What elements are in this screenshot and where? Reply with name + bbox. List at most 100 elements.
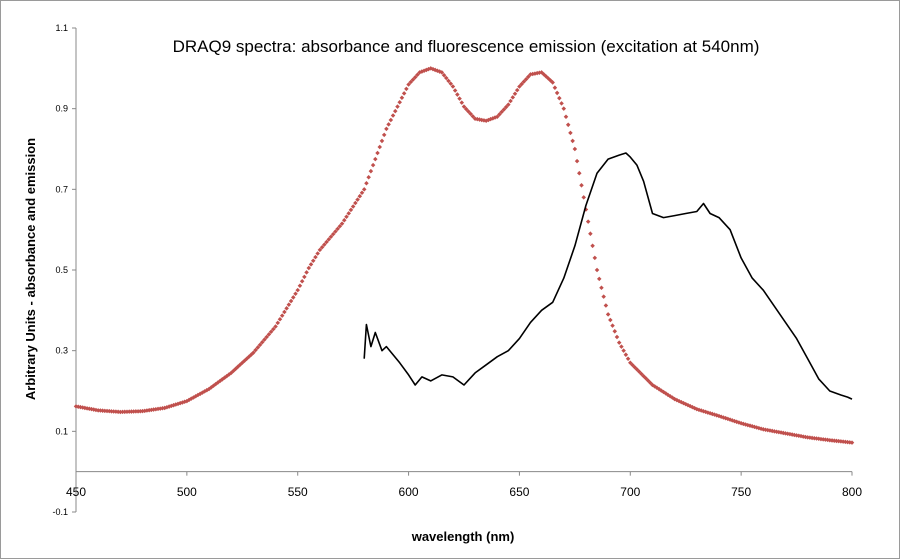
absorbance-point (452, 88, 458, 93)
absorbance-point (399, 95, 405, 101)
y-axis-title: Arbitrary Units - absorbance and emissio… (23, 138, 38, 400)
absorbance-point (497, 112, 502, 117)
absorbance-point (257, 342, 263, 348)
absorbance-point (357, 193, 363, 199)
absorbance-point (619, 344, 624, 349)
absorbance-point (295, 287, 300, 293)
absorbance-point (401, 91, 407, 96)
absorbance-point (457, 96, 462, 101)
absorbance-point (603, 303, 609, 308)
absorbance-point (470, 114, 476, 119)
y-tick-label: 0.9 (55, 104, 68, 114)
absorbance-point (310, 258, 316, 263)
absorbance-point (282, 309, 287, 315)
absorbance-point (459, 100, 465, 105)
absorbance-point (297, 283, 303, 288)
absorbance-point (299, 279, 305, 284)
absorbance-point (616, 340, 622, 345)
absorbance-point (592, 255, 598, 261)
x-tick-label: 750 (731, 485, 751, 499)
absorbance-point (275, 320, 281, 326)
absorbance-point (605, 312, 611, 317)
x-tick-label: 700 (620, 485, 640, 499)
absorbance-point (315, 251, 320, 256)
absorbance-point (574, 158, 580, 164)
absorbance-point (623, 352, 629, 357)
x-tick-label: 550 (288, 485, 308, 499)
y-tick-label: 0.1 (55, 426, 68, 436)
absorbance-point (308, 262, 314, 267)
absorbance-point (279, 313, 285, 318)
absorbance-point (386, 122, 391, 127)
absorbance-point (577, 170, 582, 176)
absorbance-point (608, 317, 613, 323)
absorbance-point (379, 138, 385, 144)
absorbance-point (557, 95, 562, 101)
absorbance-point (565, 122, 571, 128)
y-tick-label: 0.7 (55, 184, 68, 194)
absorbance-series (73, 66, 855, 445)
absorbance-point (339, 221, 345, 226)
y-tick-label: 0.5 (55, 265, 68, 275)
x-axis-title: wavelength (nm) (411, 529, 515, 544)
absorbance-point (284, 306, 289, 311)
absorbance-point (319, 244, 325, 250)
absorbance-point (455, 92, 460, 97)
absorbance-point (373, 156, 378, 162)
absorbance-point (333, 229, 338, 234)
absorbance-point (375, 150, 380, 156)
absorbance-point (581, 195, 586, 200)
absorbance-point (390, 113, 396, 118)
absorbance-point (568, 130, 573, 136)
absorbance-point (614, 334, 620, 340)
absorbance-point (621, 348, 626, 353)
absorbance-point (293, 291, 298, 297)
absorbance-point (397, 99, 402, 105)
absorbance-point (404, 86, 409, 92)
y-tick-label: -0.1 (52, 507, 68, 517)
absorbance-point (361, 187, 367, 192)
absorbance-point (393, 108, 398, 114)
absorbance-point (286, 302, 292, 307)
absorbance-point (313, 254, 318, 260)
axes-layer (72, 27, 853, 513)
absorbance-point (366, 174, 371, 180)
tick-labels: -0.1 0.1 0.3 0.5 0.7 0.9 1.1 450 500 550 600 650 700… (52, 23, 862, 517)
absorbance-point (350, 204, 356, 209)
absorbance-point (306, 265, 312, 271)
chart-title: DRAQ9 spectra: absorbance and fluorescen… (173, 37, 760, 56)
absorbance-point (259, 339, 265, 345)
absorbance-point (288, 298, 294, 304)
absorbance-point (346, 211, 351, 216)
absorbance-point (463, 106, 469, 112)
absorbance-point (572, 146, 578, 152)
absorbance-point (610, 323, 615, 328)
absorbance-point (395, 104, 400, 109)
absorbance-point (355, 197, 360, 202)
absorbance-point (268, 329, 274, 334)
absorbance-point (381, 132, 387, 138)
absorbance-point (266, 332, 272, 337)
absorbance-point (344, 214, 349, 220)
absorbance-point (317, 247, 323, 253)
absorbance-point (337, 223, 343, 229)
absorbance-point (579, 183, 584, 188)
x-tick-label: 600 (399, 485, 419, 499)
absorbance-point (594, 267, 600, 273)
absorbance-point (262, 337, 267, 342)
series-layer (73, 66, 855, 445)
absorbance-point (554, 90, 560, 96)
absorbance-point (348, 207, 354, 213)
absorbance-point (370, 162, 376, 168)
absorbance-point (291, 295, 296, 300)
absorbance-point (377, 144, 383, 150)
x-tick-label: 650 (509, 485, 529, 499)
absorbance-point (450, 84, 456, 89)
absorbance-point (601, 294, 606, 299)
absorbance-point (322, 242, 327, 247)
absorbance-point (563, 114, 569, 119)
absorbance-point (388, 117, 394, 123)
absorbance-point (342, 217, 347, 223)
